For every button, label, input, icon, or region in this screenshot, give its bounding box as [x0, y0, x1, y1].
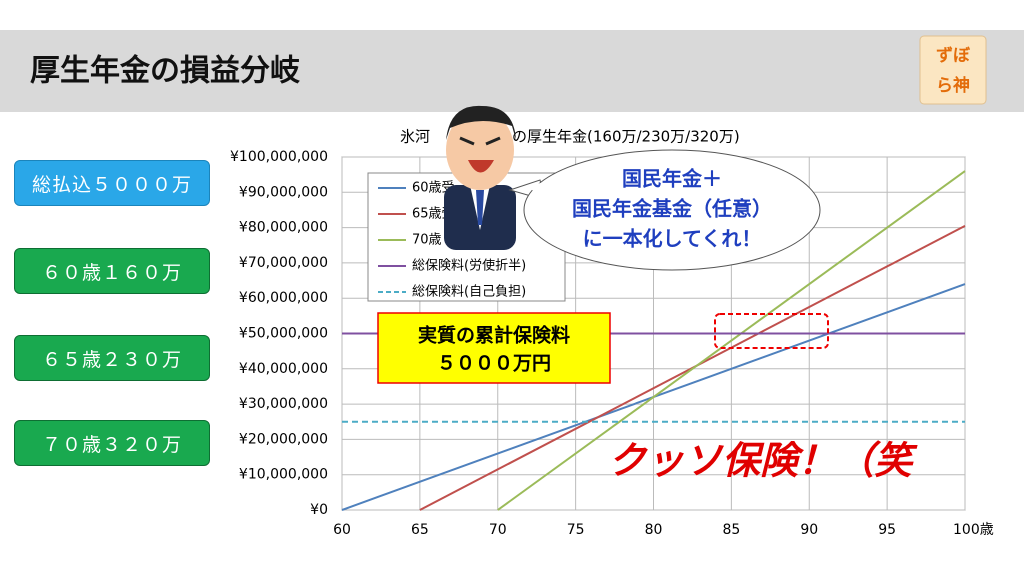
- y-tick-label: ¥60,000,000: [239, 290, 328, 306]
- y-tick-label: ¥40,000,000: [239, 361, 328, 377]
- x-tick-label: 85: [722, 522, 740, 538]
- character: [444, 105, 516, 250]
- x-tick-label: 80: [645, 522, 663, 538]
- button[interactable]: ６０歳１６０万: [14, 248, 210, 294]
- logo-text: ら神: [936, 75, 970, 96]
- x-tick-label: 70: [489, 522, 507, 538]
- button[interactable]: 総払込５０００万: [14, 160, 210, 206]
- header-band: [0, 30, 1024, 112]
- highlight-box: [714, 313, 829, 349]
- logo-text: ずぼ: [936, 46, 971, 66]
- x-tick-label: 65: [411, 522, 429, 538]
- button[interactable]: ６５歳２３０万: [14, 335, 210, 381]
- legend-label: 60歳受: [412, 181, 455, 196]
- y-tick-label: ¥30,000,000: [239, 396, 328, 412]
- chart-title: の厚生年金(160万/230万/320万): [512, 128, 740, 146]
- y-tick-label: ¥80,000,000: [239, 220, 328, 236]
- button[interactable]: ７０歳３２０万: [14, 420, 210, 466]
- y-tick-label: ¥20,000,000: [239, 431, 328, 447]
- header-title: 厚生年金の損益分岐: [30, 54, 300, 89]
- x-tick-label: 90: [800, 522, 818, 538]
- callout-text: に一本化してくれ！: [583, 227, 762, 251]
- callout-text: 国民年金＋: [622, 167, 722, 191]
- y-tick-label: ¥70,000,000: [239, 255, 328, 271]
- y-tick-label: ¥10,000,000: [239, 467, 328, 483]
- legend-label: 70歳: [412, 233, 442, 248]
- x-tick-label: 95: [878, 522, 896, 538]
- callout: [523, 149, 821, 271]
- note-text: 実質の累計保険料: [418, 324, 570, 347]
- y-tick-label: ¥50,000,000: [239, 326, 328, 342]
- y-tick-label: ¥0: [310, 502, 328, 518]
- x-tick-label: 60: [333, 522, 351, 538]
- logo: [919, 35, 987, 105]
- note-box: [377, 312, 611, 384]
- x-tick-label: 75: [567, 522, 585, 538]
- chart-title: 氷河: [400, 128, 430, 146]
- exclaim: クッソ保険！（笑: [608, 439, 918, 483]
- legend-label: 65歳受: [412, 207, 455, 222]
- y-tick-label: ¥90,000,000: [239, 184, 328, 200]
- y-tick-label: ¥100,000,000: [230, 149, 328, 165]
- x-tick-label: 100歳: [953, 522, 994, 538]
- note-text: ５０００万円: [437, 353, 551, 375]
- legend-label: 総保険料(自己負担): [412, 285, 526, 300]
- callout-tail-fill: [527, 182, 545, 200]
- callout-text: 国民年金基金（任意）: [572, 197, 772, 221]
- series-line: [497, 170, 966, 511]
- legend-label: 総保険料(労使折半): [412, 258, 526, 274]
